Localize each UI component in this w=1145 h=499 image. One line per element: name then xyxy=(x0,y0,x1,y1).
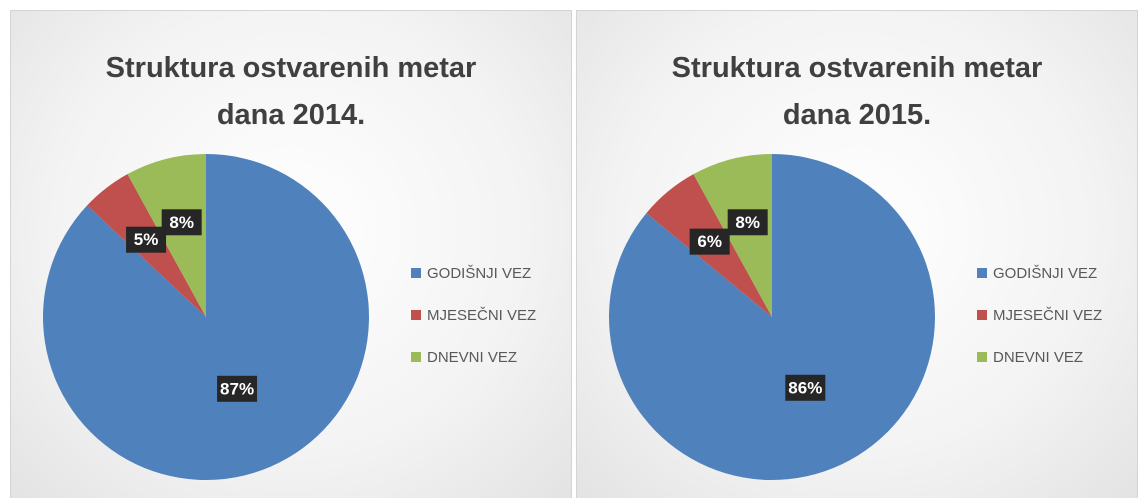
chart-title: Struktura ostvarenih metar dana 2014. xyxy=(105,52,477,131)
data-label-box xyxy=(126,226,167,253)
data-label: 87% xyxy=(220,379,254,398)
legend-swatch xyxy=(977,310,987,320)
legend-label: MJESEČNI VEZ xyxy=(427,307,536,324)
data-label: 8% xyxy=(169,213,194,232)
data-label-box xyxy=(727,209,768,236)
data-label-box xyxy=(689,228,730,255)
data-label: 8% xyxy=(735,213,760,232)
legend-swatch xyxy=(411,268,421,278)
legend-label: DNEVNI VEZ xyxy=(993,349,1083,366)
pie-slice xyxy=(693,154,772,317)
chart-panel: Struktura ostvarenih metar dana 2014. 87%… xyxy=(10,10,572,498)
data-label: 6% xyxy=(697,232,722,251)
legend-swatch xyxy=(977,268,987,278)
legend-label: GODIŠNJI VEZ xyxy=(993,265,1097,282)
chart-title: Struktura ostvarenih metar dana 2015. xyxy=(671,52,1043,131)
legend-swatch xyxy=(977,352,987,362)
pie-slice xyxy=(127,154,206,317)
chart-panel: Struktura ostvarenih metar dana 2015. 86%… xyxy=(576,10,1138,498)
chart: 87% 5% 8% GODIŠNJI VEZ MJESEČNI VEZ DNEVNI VE… xyxy=(42,154,536,480)
legend-label: DNEVNI VEZ xyxy=(427,349,517,366)
data-label-box xyxy=(161,209,202,236)
chart: 86% 6% 8% GODIŠNJI VEZ MJESEČNI VEZ DNEVNI VE… xyxy=(609,154,1102,480)
data-label-box xyxy=(785,374,826,401)
data-label: 86% xyxy=(788,378,822,397)
legend-label: MJESEČNI VEZ xyxy=(993,307,1102,324)
data-label-box xyxy=(217,375,258,402)
data-label: 5% xyxy=(134,230,159,249)
legend-swatch xyxy=(411,352,421,362)
legend-swatch xyxy=(411,310,421,320)
legend-label: GODIŠNJI VEZ xyxy=(427,265,531,282)
